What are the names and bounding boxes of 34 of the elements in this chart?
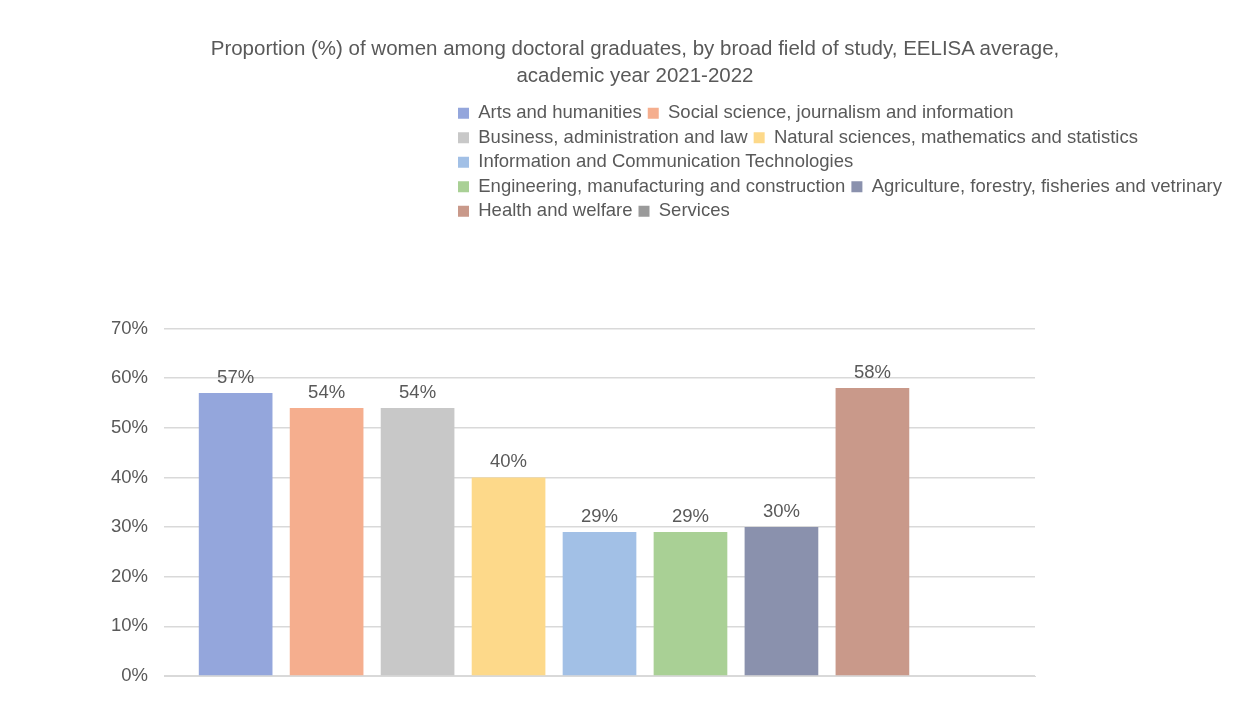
legend-label: Agriculture, forestry, fisheries and vetrinary	[871, 174, 1223, 196]
chart-title: Proportion (%) of women among doctoral graduates, by broad field of study, EELISA average, academic year 2021-2022	[209, 35, 1061, 88]
bar	[744, 527, 819, 676]
y-tick-label: 50%	[111, 415, 149, 437]
y-tick-label: 0%	[121, 664, 149, 686]
legend-label: Information and Communication Technologies	[478, 150, 854, 172]
data-label: 40%	[490, 450, 528, 472]
bar	[380, 407, 455, 676]
legend-label: Health and welfare	[478, 199, 633, 221]
legend-label: Services	[658, 199, 730, 221]
data-label: 29%	[671, 504, 709, 526]
data-label: 54%	[399, 380, 437, 402]
y-tick-label: 30%	[111, 515, 149, 537]
y-tick-label: 60%	[111, 366, 149, 388]
y-tick-label: 70%	[111, 316, 149, 338]
data-label: 58%	[853, 360, 891, 382]
legend-label: Natural sciences, mathematics and statistics	[773, 125, 1138, 147]
legend-label: Engineering, manufacturing and construction	[478, 174, 846, 196]
y-tick-label: 10%	[111, 614, 149, 636]
y-tick-label: 40%	[111, 465, 149, 487]
y-tick-label: 20%	[111, 564, 149, 586]
data-label: 57%	[217, 365, 255, 387]
bar	[562, 532, 637, 676]
data-label: 29%	[581, 504, 619, 526]
bar	[471, 477, 546, 676]
legend-label: Business, administration and law	[478, 125, 749, 147]
bar	[653, 532, 728, 676]
legend-label: Social science, journalism and information	[668, 101, 1014, 123]
legend-label: Arts and humanities	[478, 101, 642, 123]
bar	[835, 388, 910, 676]
bar	[198, 393, 273, 676]
bar	[289, 407, 364, 676]
data-label: 54%	[308, 380, 346, 402]
data-label: 30%	[762, 499, 800, 521]
